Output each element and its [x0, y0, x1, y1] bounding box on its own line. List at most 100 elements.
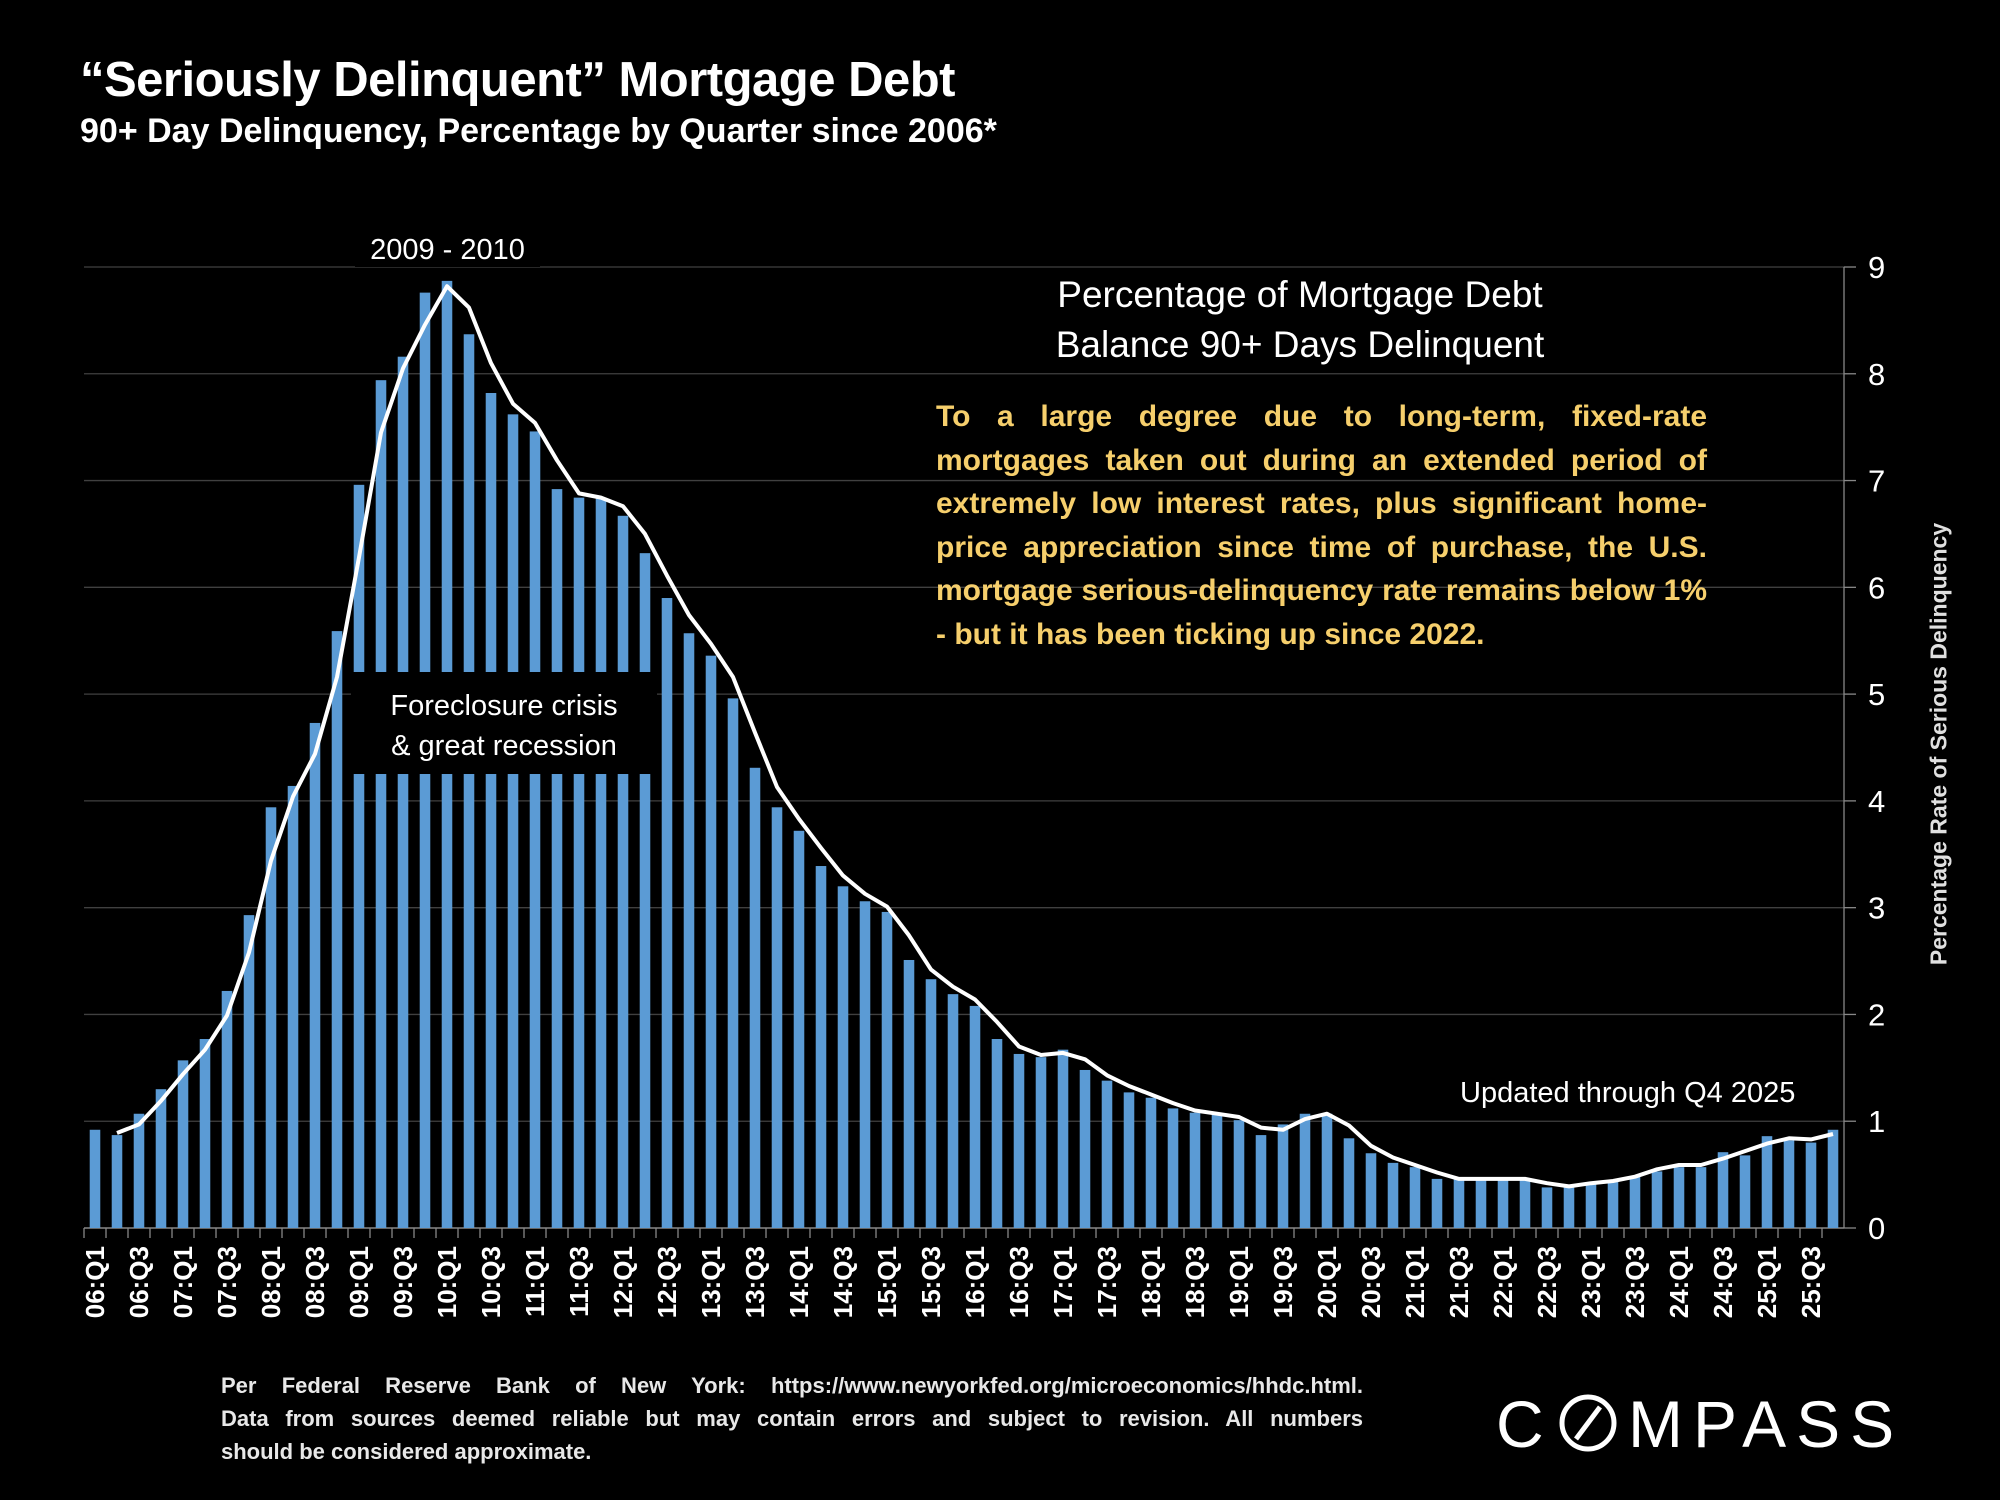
x-tick-label: 08:Q1 — [256, 1246, 286, 1318]
bar-07:Q4 — [243, 915, 255, 1228]
bar-20:Q3 — [1365, 1153, 1377, 1228]
bar-20:Q4 — [1387, 1162, 1399, 1228]
bar-06:Q2 — [111, 1135, 123, 1228]
bar-10:Q3 — [485, 392, 497, 1228]
bar-11:Q3 — [573, 497, 585, 1228]
x-tick-label: 19:Q3 — [1268, 1246, 1298, 1318]
x-tick-label: 21:Q1 — [1400, 1246, 1430, 1318]
bar-25:Q3 — [1805, 1142, 1817, 1228]
x-tick-label: 18:Q3 — [1180, 1246, 1210, 1318]
chart-heading-line1: Percentage of Mortgage Debt — [1057, 274, 1543, 315]
x-tick-label: 17:Q1 — [1048, 1246, 1078, 1318]
x-tick-label: 13:Q1 — [696, 1246, 726, 1318]
crisis-line2: & great recession — [391, 730, 617, 762]
x-tick-label: 18:Q1 — [1136, 1246, 1166, 1318]
bar-16:Q1 — [969, 1005, 981, 1228]
bar-21:Q1 — [1409, 1167, 1421, 1228]
bar-10:Q2 — [463, 334, 475, 1228]
x-tick-label: 13:Q3 — [740, 1246, 770, 1318]
bar-14:Q3 — [837, 886, 849, 1228]
bar-08:Q4 — [331, 631, 343, 1228]
chart-heading: Percentage of Mortgage Debt Balance 90+ … — [1000, 270, 1600, 370]
bar-12:Q3 — [661, 598, 673, 1228]
x-tick-label: 25:Q3 — [1796, 1246, 1826, 1318]
x-tick-label: 23:Q1 — [1576, 1246, 1606, 1318]
bar-16:Q3 — [1013, 1053, 1025, 1228]
bar-07:Q2 — [199, 1039, 211, 1228]
bar-11:Q1 — [529, 431, 541, 1229]
updated-note: Updated through Q4 2025 — [1460, 1077, 1796, 1109]
y-tick-label: 3 — [1868, 891, 1885, 926]
bar-10:Q4 — [507, 414, 519, 1228]
page-subtitle: 90+ Day Delinquency, Percentage by Quart… — [80, 112, 997, 150]
x-tick-label: 22:Q1 — [1488, 1246, 1518, 1318]
x-tick-label: 20:Q3 — [1356, 1246, 1386, 1318]
x-tick-label: 09:Q1 — [344, 1246, 374, 1318]
bar-18:Q1 — [1145, 1097, 1157, 1228]
x-tick-label: 24:Q1 — [1664, 1246, 1694, 1318]
y-tick-label: 1 — [1868, 1104, 1885, 1139]
bar-09:Q3 — [397, 356, 409, 1228]
bar-06:Q1 — [89, 1129, 101, 1228]
y-tick-label: 0 — [1868, 1211, 1885, 1246]
y-tick-label: 2 — [1868, 997, 1885, 1032]
y-tick-label: 7 — [1868, 464, 1885, 499]
bar-12:Q1 — [617, 515, 629, 1228]
bar-23:Q1 — [1585, 1182, 1597, 1228]
bar-24:Q3 — [1717, 1152, 1729, 1228]
x-tick-label: 19:Q1 — [1224, 1246, 1254, 1318]
x-tick-label: 16:Q1 — [960, 1246, 990, 1318]
x-tick-label: 15:Q1 — [872, 1246, 902, 1318]
page-title: “Seriously Delinquent” Mortgage Debt — [80, 53, 955, 107]
x-tick-label: 25:Q1 — [1752, 1246, 1782, 1318]
bar-18:Q3 — [1189, 1112, 1201, 1228]
bar-11:Q4 — [595, 497, 607, 1228]
bar-11:Q2 — [551, 489, 563, 1228]
bar-24:Q1 — [1673, 1167, 1685, 1228]
x-tick-label: 09:Q3 — [388, 1246, 418, 1318]
y-tick-label: 8 — [1868, 357, 1885, 392]
x-tick-label: 22:Q3 — [1532, 1246, 1562, 1318]
x-tick-label: 10:Q3 — [476, 1246, 506, 1318]
bar-23:Q3 — [1629, 1176, 1641, 1228]
bar-23:Q2 — [1607, 1181, 1619, 1228]
bar-09:Q1 — [353, 484, 365, 1228]
y-tick-label: 5 — [1868, 677, 1885, 712]
bar-20:Q1 — [1321, 1113, 1333, 1228]
bar-20:Q2 — [1343, 1138, 1355, 1228]
footnote-line3: should be considered approximate. — [221, 1439, 592, 1464]
x-tick-label: 16:Q3 — [1004, 1246, 1034, 1318]
commentary-note: To a large degree due to long-term, fixe… — [936, 400, 1707, 651]
bar-07:Q1 — [177, 1060, 189, 1228]
bar-21:Q3 — [1453, 1178, 1465, 1228]
x-tick-label: 08:Q3 — [300, 1246, 330, 1318]
source-footnote: Per Federal Reserve Bank of New York: ht… — [221, 1369, 1363, 1468]
bar-15:Q1 — [881, 911, 893, 1228]
x-tick-label: 15:Q3 — [916, 1246, 946, 1318]
bar-12:Q2 — [639, 553, 651, 1228]
bar-25:Q1 — [1761, 1136, 1773, 1228]
bar-19:Q4 — [1299, 1113, 1311, 1228]
bar-21:Q4 — [1475, 1178, 1487, 1228]
bar-14:Q1 — [793, 830, 805, 1228]
bar-15:Q4 — [947, 994, 959, 1228]
bar-22:Q1 — [1497, 1178, 1509, 1228]
bar-13:Q3 — [749, 767, 761, 1228]
bar-17:Q2 — [1079, 1069, 1091, 1228]
bar-08:Q1 — [265, 807, 277, 1228]
bar-06:Q3 — [133, 1113, 145, 1228]
bar-15:Q3 — [925, 979, 937, 1228]
bar-19:Q3 — [1277, 1124, 1289, 1228]
y-axis-label: Percentage Rate of Serious Delinquency — [1925, 522, 1952, 966]
bar-18:Q4 — [1211, 1114, 1223, 1228]
bar-22:Q3 — [1541, 1187, 1553, 1228]
footnote-line1: Per Federal Reserve Bank of New York: ht… — [221, 1373, 1363, 1398]
bar-17:Q4 — [1123, 1092, 1135, 1228]
x-tick-label: 24:Q3 — [1708, 1246, 1738, 1318]
bar-25:Q2 — [1783, 1140, 1795, 1228]
footnote-line2: Data from sources deemed reliable but ma… — [221, 1406, 1363, 1431]
y-tick-label: 9 — [1868, 250, 1885, 285]
x-tick-label: 11:Q3 — [564, 1246, 594, 1317]
x-tick-label: 12:Q1 — [608, 1246, 638, 1318]
x-tick-label: 12:Q3 — [652, 1246, 682, 1318]
